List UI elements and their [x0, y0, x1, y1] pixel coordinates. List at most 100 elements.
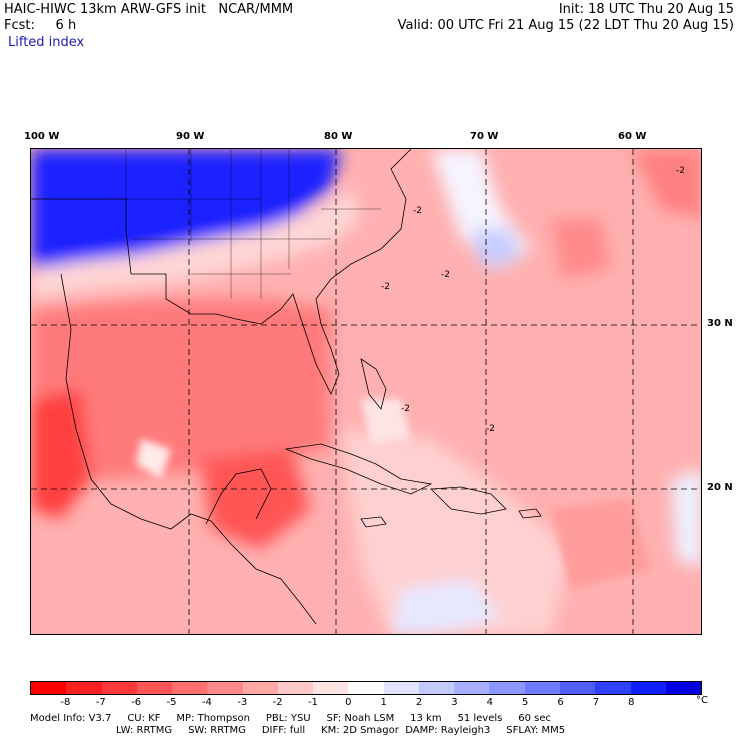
color-scale-tick: -8 [60, 697, 71, 708]
mexico-central-america-coast [60, 273, 317, 625]
color-scale-tick: 1 [380, 697, 387, 708]
vertical-levels: 51 levels [457, 713, 503, 724]
damping-option: DAMP: Rayleigh3 [405, 725, 491, 736]
lon-label: 60 W [618, 131, 647, 142]
bahamas-outline [360, 358, 387, 410]
color-scale-tick: 8 [628, 697, 635, 708]
color-scale-tick: -2 [272, 697, 283, 708]
contour-label: -2 [441, 270, 450, 280]
color-swatch [313, 682, 349, 694]
stable-air-region [31, 149, 341, 274]
color-swatch [489, 682, 525, 694]
color-scale-tick: 3 [451, 697, 458, 708]
grid-spacing: 13 km [410, 713, 442, 724]
yucatan-strong-instability [201, 449, 311, 549]
contour-label: -2 [413, 206, 422, 216]
color-scale-tick: 6 [557, 697, 564, 708]
lat-lon-grid [31, 149, 701, 634]
coastlines [31, 149, 542, 625]
color-swatch [348, 682, 384, 694]
east-stable-patch [671, 469, 701, 569]
color-scale-tick: -4 [201, 697, 212, 708]
lon-label: 70 W [470, 131, 499, 142]
gulf-instability [31, 299, 331, 479]
puerto-rico-outline [518, 508, 542, 519]
jamaica-outline [360, 516, 387, 528]
contour-label: -2 [401, 404, 410, 414]
model-version: Model Info: V3.7 [30, 713, 112, 724]
state-lines [125, 149, 381, 299]
unit-label: °C [696, 695, 708, 706]
yucatan-coast [205, 468, 272, 525]
hispaniola-outline [430, 486, 507, 515]
us-gulf-atlantic-coast [31, 149, 412, 395]
caribbean-stable-patch [391, 579, 501, 634]
mexico-strong-instability [31, 389, 91, 519]
color-swatch [172, 682, 208, 694]
shortwave-scheme: SW: RRTMG [188, 725, 246, 736]
color-swatch [524, 682, 560, 694]
lon-label: 100 W [24, 131, 60, 142]
map-canvas: -2 -2 -2 -2 -2 -2 [31, 149, 701, 634]
color-swatch [418, 682, 455, 694]
color-scale-tick: -1 [307, 697, 318, 708]
color-swatch [136, 682, 173, 694]
color-swatch [454, 682, 490, 694]
surface-scheme: SF: Noah LSM [326, 713, 395, 724]
color-swatch [559, 682, 596, 694]
atlantic-stable-patch [471, 229, 521, 269]
northeast-instability [631, 149, 701, 219]
pbl-scheme: PBL: YSU [265, 713, 311, 724]
color-scale-tick: 0 [345, 697, 352, 708]
caribbean-weak-instability [341, 429, 571, 634]
contour-label: -2 [381, 282, 390, 292]
color-swatch [383, 682, 419, 694]
diffusion-option: DIFF: full [261, 725, 306, 736]
color-scale-tick: -6 [131, 697, 142, 708]
lifted-index-map: -2 -2 -2 -2 -2 -2 [30, 148, 702, 635]
florida-straits-patch [361, 399, 411, 444]
state-borders [125, 149, 381, 299]
longwave-scheme: LW: RRTMG [116, 725, 173, 736]
forecast-hour: Fcst: 6 h [4, 18, 77, 33]
central-atlantic-patch [551, 219, 611, 279]
color-swatch [66, 682, 102, 694]
cuba-outline [284, 443, 433, 495]
color-scale-tick: 7 [592, 697, 600, 708]
color-scale-tick: -5 [166, 697, 177, 708]
field-name: Lifted index [8, 35, 85, 50]
color-scale-tick: -7 [95, 697, 106, 708]
color-swatch [665, 682, 702, 694]
weak-instability-band [31, 189, 361, 299]
color-swatch [242, 682, 278, 694]
east-caribbean-patch [551, 499, 651, 589]
color-scale-tick: 4 [486, 697, 493, 708]
contour-label: -2 [486, 424, 495, 434]
color-scale-tick: -3 [237, 697, 248, 708]
time-step: 60 sec [518, 713, 552, 724]
init-time: Init: 18 UTC Thu 20 Aug 15 [558, 2, 734, 17]
cumulus-scheme: CU: KF [127, 713, 161, 724]
valid-time: Valid: 00 UTC Fri 21 Aug 15 (22 LDT Thu … [397, 18, 734, 33]
color-scale-bar [30, 681, 702, 695]
color-swatch [277, 682, 314, 694]
contour-label: -2 [676, 166, 685, 176]
model-info-line1: Model Info: V3.7 CU: KF MP: Thompson PBL… [30, 713, 551, 724]
color-swatch [630, 682, 666, 694]
color-scale-tick: 5 [521, 697, 529, 708]
microphysics-scheme: MP: Thompson [176, 713, 250, 724]
surface-layer-scheme: SFLAY: MM5 [506, 725, 566, 736]
color-swatch [101, 682, 137, 694]
lon-label: 80 W [324, 131, 353, 142]
color-swatch [595, 682, 631, 694]
gulf-weak-patch [136, 439, 171, 479]
model-info-line2: LW: RRTMG SW: RRTMG DIFF: full KM: 2D Sm… [116, 725, 565, 736]
color-swatch [207, 682, 243, 694]
lat-label: 20 N [707, 482, 733, 493]
lon-label: 90 W [176, 131, 205, 142]
eddy-coefficient: KM: 2D Smagor [321, 725, 399, 736]
contour-labels: -2 -2 -2 -2 -2 -2 [381, 166, 685, 434]
lat-label: 30 N [707, 318, 733, 329]
color-scale-tick: 2 [415, 697, 423, 708]
color-swatch [31, 682, 67, 694]
